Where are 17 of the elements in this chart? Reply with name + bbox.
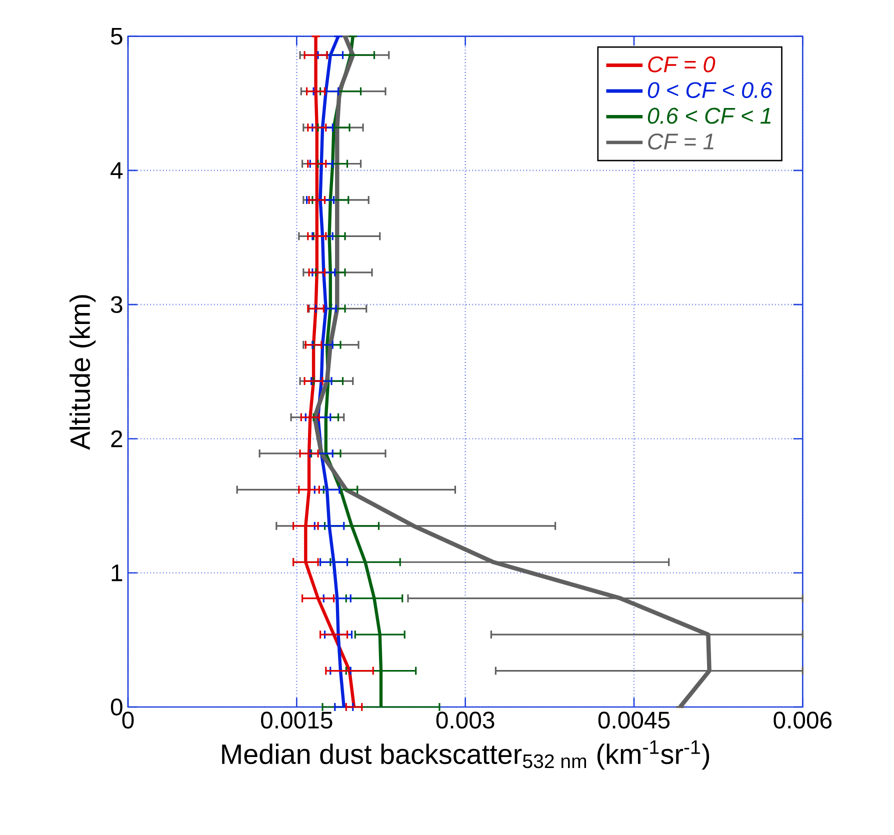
y-axis-title: Altitude (km) <box>70 295 96 450</box>
x-tick-label: 0.0015 <box>261 712 332 729</box>
legend-label: 0.6 < CF < 1 <box>648 108 771 124</box>
y-tick-label: 4 <box>110 162 123 179</box>
x-axis-title: Median dust backscatter$_{532 nm}$ (km$^{-1}$sr$^{-1}$) <box>222 740 710 770</box>
x-tick-label: 0.0045 <box>598 712 670 729</box>
y-tick-label: 1 <box>112 564 122 582</box>
y-tick-label: 0 <box>110 698 122 716</box>
y-tick-label: 5 <box>110 28 122 45</box>
legend-label: 0 < CF < 0.6 <box>648 82 772 98</box>
x-tick-label: 0.006 <box>774 712 832 729</box>
legend-label: CF = 1 <box>648 134 714 150</box>
x-tick-label: 0 <box>122 712 134 729</box>
y-tick-label: 2 <box>111 430 122 448</box>
legend-label: CF = 0 <box>648 56 716 72</box>
x-tick-label: 0.003 <box>436 712 494 729</box>
y-tick-label: 3 <box>110 296 122 314</box>
